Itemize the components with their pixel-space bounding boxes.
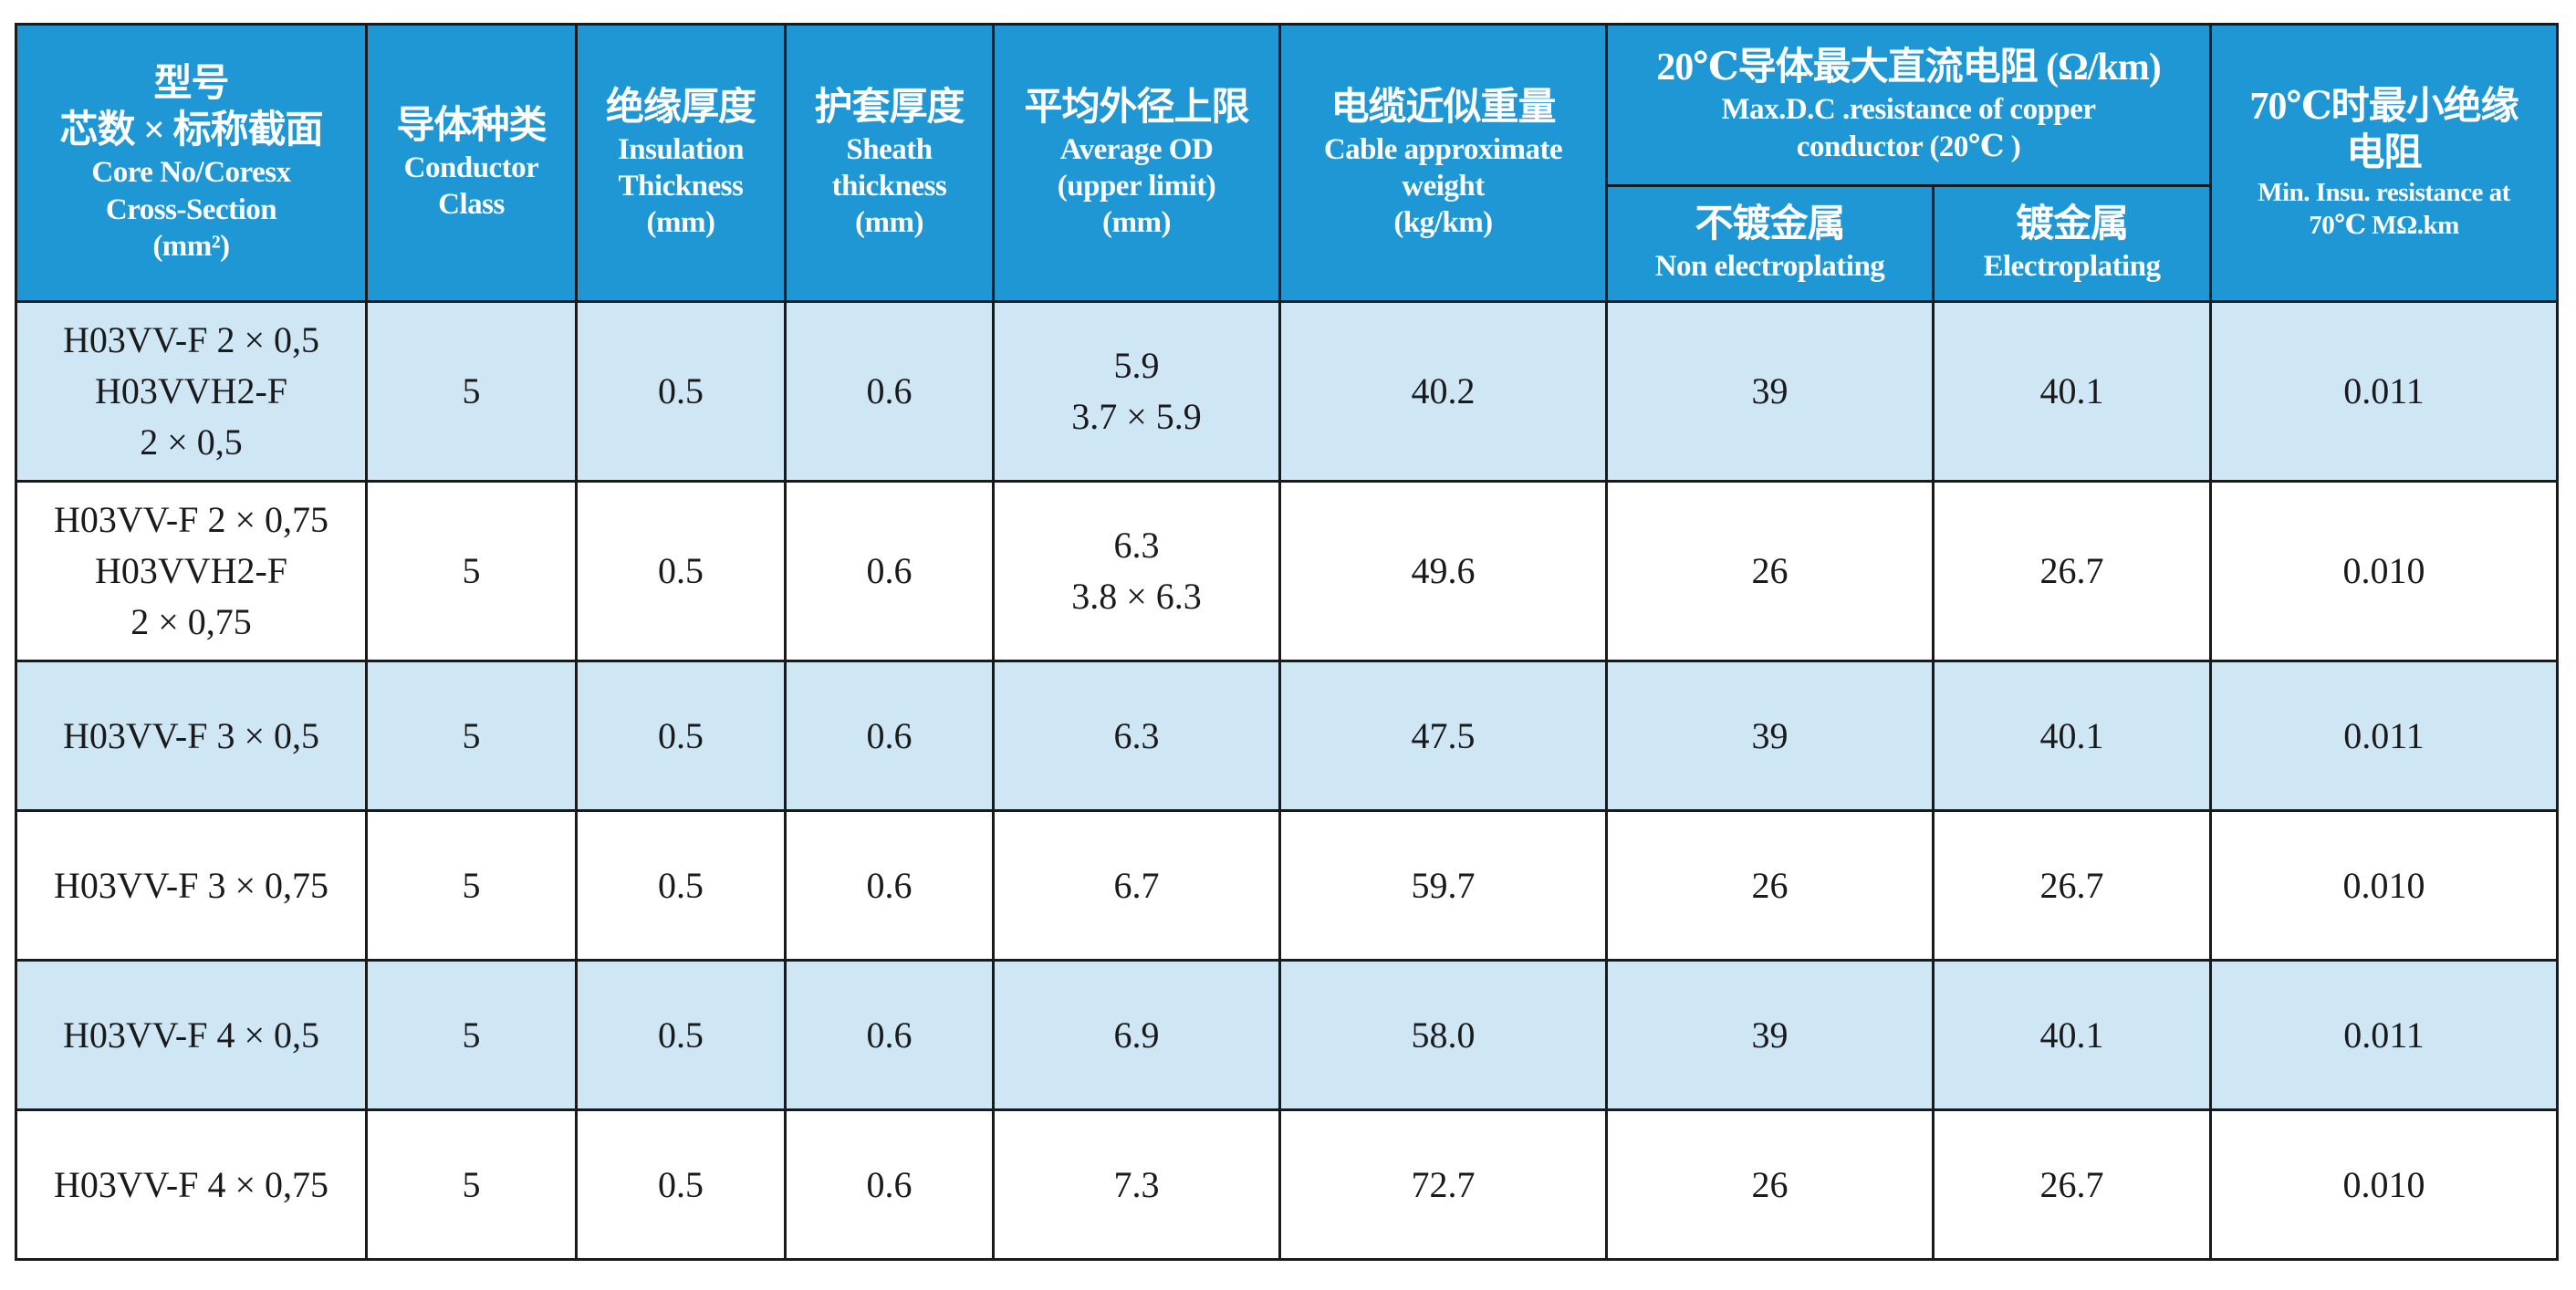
insulation-resistance-cell: 0.011 (2209, 660, 2560, 812)
electroplating-cell: 40.1 (1931, 300, 2213, 483)
model-cell: H03VV-F 4 × 0,5 (15, 959, 368, 1111)
od-cell: 5.9 3.7 × 5.9 (992, 300, 1281, 483)
non-electroplating-cell: 26 (1605, 480, 1935, 662)
header-model: 型号 芯数 × 标称截面 Core No/Coresx Cross-Sectio… (15, 23, 368, 303)
conductor-class-cell: 5 (365, 480, 578, 662)
cell-line: 2 × 0,75 (130, 601, 252, 642)
insulation-resistance-cell: 0.010 (2209, 480, 2560, 662)
insulation-cell: 0.5 (575, 959, 787, 1111)
model-cell: H03VV-F 4 × 0,75 (15, 1108, 368, 1261)
od-cell: 6.3 3.8 × 6.3 (992, 480, 1281, 662)
cell-line: H03VVH2-F (94, 550, 288, 591)
electroplating-cell: 26.7 (1931, 1108, 2213, 1261)
non-electroplating-cell: 26 (1605, 1108, 1935, 1261)
sheath-cell: 0.6 (784, 660, 995, 812)
electroplating-cell: 40.1 (1931, 660, 2213, 812)
conductor-class-cell: 5 (365, 959, 578, 1111)
cell-line: 6.9 (1113, 1014, 1160, 1056)
table-row: H03VV-F 2 × 0,75 H03VVH2-F 2 × 0,75 5 0.5 0.6… (15, 480, 2560, 662)
cell-line: 2 × 0,5 (140, 421, 243, 463)
table-row: H03VV-F 3 × 0,75 5 0.5 0.6 6.7 59.7 26 26.7 0.01… (15, 809, 2560, 962)
non-electroplating-cell: 39 (1605, 300, 1935, 483)
od-cell: 6.7 (992, 809, 1281, 962)
cell-line: 6.3 (1113, 714, 1160, 756)
header-electroplating: 镀金属 Electroplating (1931, 184, 2213, 303)
cell-line: 3.8 × 6.3 (1071, 576, 1202, 617)
cell-line: 5.9 (1113, 345, 1160, 386)
cable-spec-table: 型号 芯数 × 标称截面 Core No/Coresx Cross-Sectio… (15, 23, 2560, 1261)
header-insulation-resistance: 70℃时最小绝缘 电阻 Min. Insu. resistance at 70℃… (2209, 23, 2560, 303)
electroplating-cell: 40.1 (1931, 959, 2213, 1111)
table-row: H03VV-F 3 × 0,5 5 0.5 0.6 6.3 47.5 39 40.1 0.011 (15, 660, 2560, 812)
model-cell: H03VV-F 2 × 0,75 H03VVH2-F 2 × 0,75 (15, 480, 368, 662)
insulation-cell: 0.5 (575, 1108, 787, 1261)
table-row: H03VV-F 4 × 0,75 5 0.5 0.6 7.3 72.7 26 26.7 0.01… (15, 1108, 2560, 1261)
header-dc-resistance: 20℃导体最大直流电阻 (Ω/km) Max.D.C .resistance o… (1604, 23, 2213, 187)
weight-cell: 40.2 (1278, 300, 1608, 483)
od-cell: 6.3 (992, 660, 1281, 812)
cell-line: H03VV-F 4 × 0,75 (53, 1163, 329, 1205)
non-electroplating-cell: 39 (1605, 959, 1935, 1111)
cell-line: H03VV-F 3 × 0,5 (62, 714, 320, 756)
insulation-cell: 0.5 (575, 660, 787, 812)
conductor-class-cell: 5 (365, 1108, 578, 1261)
conductor-class-cell: 5 (365, 809, 578, 962)
electroplating-cell: 26.7 (1931, 809, 2213, 962)
sheath-cell: 0.6 (784, 809, 995, 962)
od-cell: 7.3 (992, 1108, 1281, 1261)
insulation-cell: 0.5 (575, 809, 787, 962)
header-insulation-thickness: 绝缘厚度 Insulation Thickness (mm) (575, 23, 787, 303)
cell-line: 6.7 (1113, 864, 1160, 906)
electroplating-cell: 26.7 (1931, 480, 2213, 662)
cell-line: H03VV-F 4 × 0,5 (62, 1014, 320, 1056)
conductor-class-cell: 5 (365, 300, 578, 483)
od-cell: 6.9 (992, 959, 1281, 1111)
insulation-resistance-cell: 0.010 (2209, 1108, 2560, 1261)
header-average-od: 平均外径上限 Average OD (upper limit) (mm) (992, 23, 1281, 303)
insulation-resistance-cell: 0.010 (2209, 809, 2560, 962)
cell-line: H03VVH2-F (94, 370, 288, 411)
cell-line: H03VV-F 3 × 0,75 (53, 864, 329, 906)
weight-cell: 47.5 (1278, 660, 1608, 812)
table-row: H03VV-F 2 × 0,5 H03VVH2-F 2 × 0,5 5 0.5 0.6 5.… (15, 300, 2560, 483)
weight-cell: 72.7 (1278, 1108, 1608, 1261)
insulation-resistance-cell: 0.011 (2209, 300, 2560, 483)
table-row: H03VV-F 4 × 0,5 5 0.5 0.6 6.9 58.0 39 40.1 0.011 (15, 959, 2560, 1111)
weight-cell: 58.0 (1278, 959, 1608, 1111)
cell-line: H03VV-F 2 × 0,75 (53, 499, 329, 540)
cell-line: 7.3 (1113, 1163, 1160, 1205)
header-weight: 电缆近似重量 Cable approximate weight (kg/km) (1278, 23, 1608, 303)
cell-line: 6.3 (1113, 525, 1160, 566)
insulation-cell: 0.5 (575, 480, 787, 662)
model-cell: H03VV-F 2 × 0,5 H03VVH2-F 2 × 0,5 (15, 300, 368, 483)
conductor-class-cell: 5 (365, 660, 578, 812)
insulation-resistance-cell: 0.011 (2209, 959, 2560, 1111)
sheath-cell: 0.6 (784, 959, 995, 1111)
insulation-cell: 0.5 (575, 300, 787, 483)
non-electroplating-cell: 26 (1605, 809, 1935, 962)
sheath-cell: 0.6 (784, 300, 995, 483)
header-non-electroplating: 不镀金属 Non electroplating (1605, 184, 1935, 303)
header-conductor-class: 导体种类 Conductor Class (365, 23, 578, 303)
header-sheath-thickness: 护套厚度 Sheath thickness (mm) (784, 23, 995, 303)
cell-line: H03VV-F 2 × 0,5 (62, 319, 320, 360)
weight-cell: 49.6 (1278, 480, 1608, 662)
weight-cell: 59.7 (1278, 809, 1608, 962)
non-electroplating-cell: 39 (1605, 660, 1935, 812)
sheath-cell: 0.6 (784, 480, 995, 662)
model-cell: H03VV-F 3 × 0,75 (15, 809, 368, 962)
cell-line: 3.7 × 5.9 (1071, 396, 1202, 437)
model-cell: H03VV-F 3 × 0,5 (15, 660, 368, 812)
sheath-cell: 0.6 (784, 1108, 995, 1261)
